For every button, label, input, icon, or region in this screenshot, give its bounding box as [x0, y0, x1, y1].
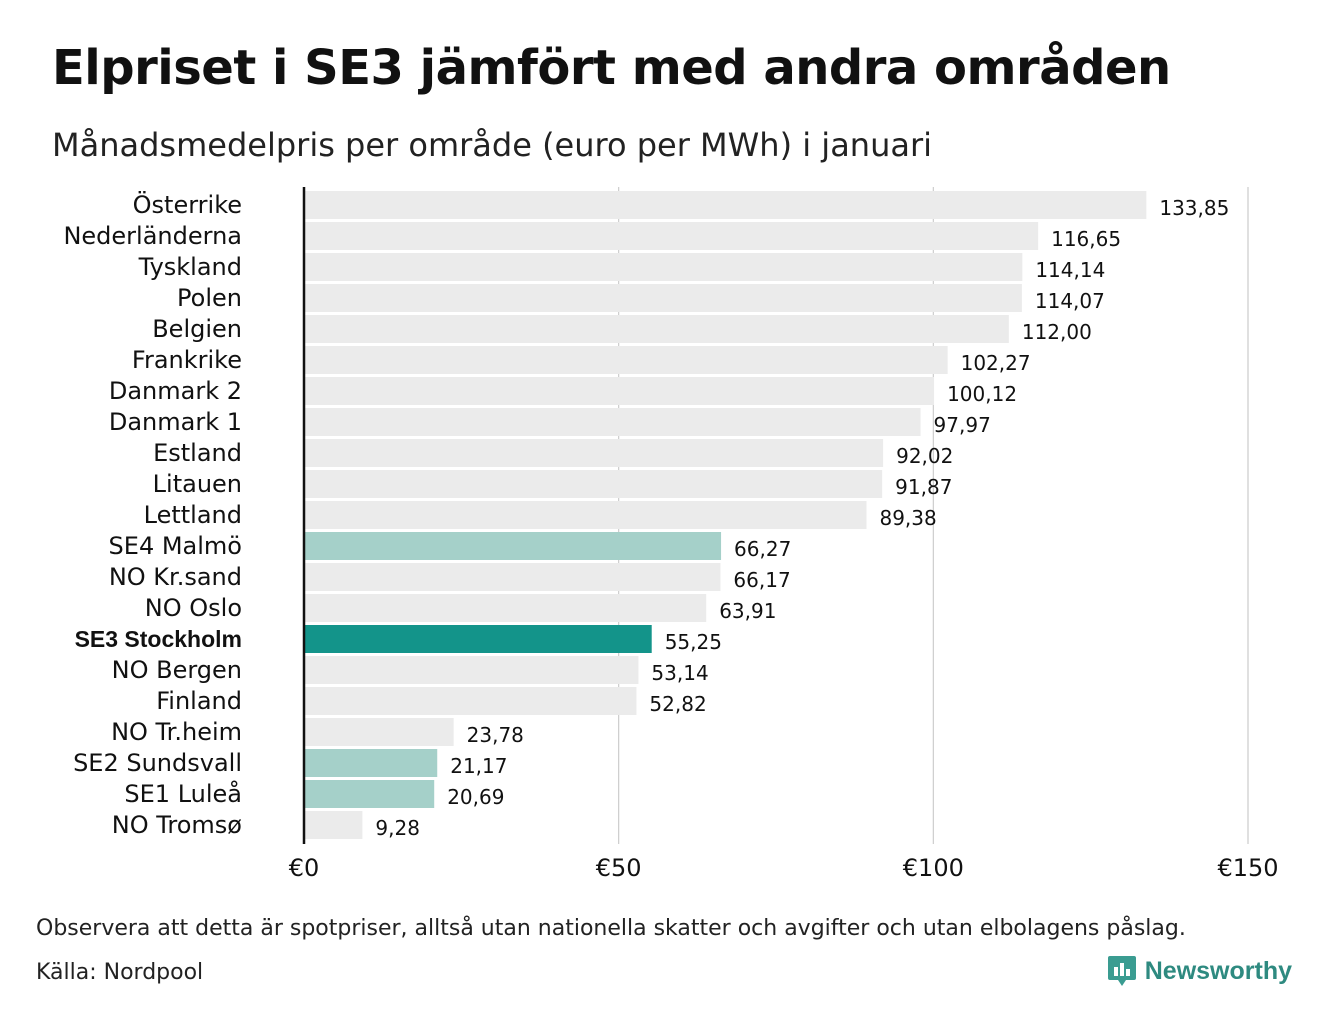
value-label: 116,65	[1051, 227, 1121, 251]
value-label: 92,02	[896, 444, 953, 468]
x-tick-label: €0	[289, 854, 320, 882]
value-label: 9,28	[375, 816, 420, 840]
category-label: Danmark 1	[109, 408, 242, 436]
category-label: NO Oslo	[145, 594, 242, 622]
category-label: NO Tromsø	[112, 811, 242, 839]
newsworthy-logo: Newsworthy	[1107, 954, 1292, 988]
bar-chart: Österrike 133,85 Nederländerna 116,65 Tyskla…	[63, 187, 1279, 882]
category-label: Danmark 2	[109, 377, 242, 405]
value-label: 21,17	[450, 754, 507, 778]
value-label: 133,85	[1159, 196, 1229, 220]
category-label: Nederländerna	[63, 222, 242, 250]
value-label: 66,17	[733, 568, 790, 592]
value-label: 53,14	[651, 661, 708, 685]
footnote: Observera att detta är spotpriser, allts…	[36, 916, 1186, 941]
bar	[304, 253, 1023, 281]
category-label: Finland	[156, 687, 242, 715]
category-label: NO Tr.heim	[111, 718, 242, 746]
bar	[304, 315, 1009, 343]
value-label: 20,69	[447, 785, 504, 809]
x-tick-label: €50	[596, 854, 642, 882]
bar	[304, 718, 454, 746]
bar	[304, 594, 707, 622]
value-label: 89,38	[879, 506, 936, 530]
category-label: NO Bergen	[112, 656, 242, 684]
chart-title: Elpriset i SE3 jämfört med andra områden	[52, 40, 1171, 96]
category-label: Polen	[177, 284, 242, 312]
value-label: 55,25	[665, 630, 722, 654]
source-note: Källa: Nordpool	[36, 960, 204, 985]
bar	[304, 470, 883, 498]
category-label: Estland	[153, 439, 242, 467]
value-label: 112,00	[1022, 320, 1092, 344]
category-label: SE4 Malmö	[109, 532, 242, 560]
value-label: 114,14	[1035, 258, 1105, 282]
bar	[304, 377, 935, 405]
value-label: 23,78	[467, 723, 524, 747]
bar	[304, 346, 948, 374]
category-label: Litauen	[153, 470, 242, 498]
chart-subtitle: Månadsmedelpris per område (euro per MWh…	[52, 126, 933, 164]
value-label: 100,12	[947, 382, 1017, 406]
bar	[304, 222, 1039, 250]
value-label: 102,27	[961, 351, 1031, 375]
category-label: Lettland	[144, 501, 242, 529]
bar	[304, 749, 438, 777]
category-label: Tyskland	[138, 253, 242, 281]
bar	[304, 563, 721, 591]
bar	[304, 191, 1147, 219]
x-tick-label: €150	[1217, 854, 1278, 882]
bar	[304, 501, 867, 529]
bar	[304, 532, 722, 560]
category-label: Belgien	[152, 315, 242, 343]
category-label: SE3 Stockholm	[75, 626, 242, 652]
bar-chart-speech-bubble-icon	[1107, 956, 1136, 986]
x-tick-label: €100	[903, 854, 964, 882]
bar	[304, 811, 363, 839]
bar	[304, 687, 637, 715]
bar	[304, 656, 639, 684]
logo-text: Newsworthy	[1144, 956, 1292, 985]
bar	[304, 625, 652, 653]
bar	[304, 408, 921, 436]
value-label: 114,07	[1035, 289, 1105, 313]
category-label: SE2 Sundsvall	[73, 749, 242, 777]
bar	[304, 780, 435, 808]
category-label: SE1 Luleå	[124, 779, 242, 808]
value-label: 52,82	[649, 692, 706, 716]
category-label: NO Kr.sand	[109, 563, 242, 591]
value-label: 63,91	[719, 599, 776, 623]
axis-layer: €0 €50 €100 €150	[289, 187, 1279, 882]
value-label: 91,87	[895, 475, 952, 499]
value-label: 66,27	[734, 537, 791, 561]
bar-layer	[304, 191, 1147, 839]
category-label: Österrike	[133, 190, 242, 219]
value-label: 97,97	[934, 413, 991, 437]
category-label: Frankrike	[132, 346, 242, 374]
label-layer: Österrike 133,85 Nederländerna 116,65 Tyskla…	[63, 190, 1229, 840]
bar	[304, 284, 1022, 312]
bar	[304, 439, 884, 467]
